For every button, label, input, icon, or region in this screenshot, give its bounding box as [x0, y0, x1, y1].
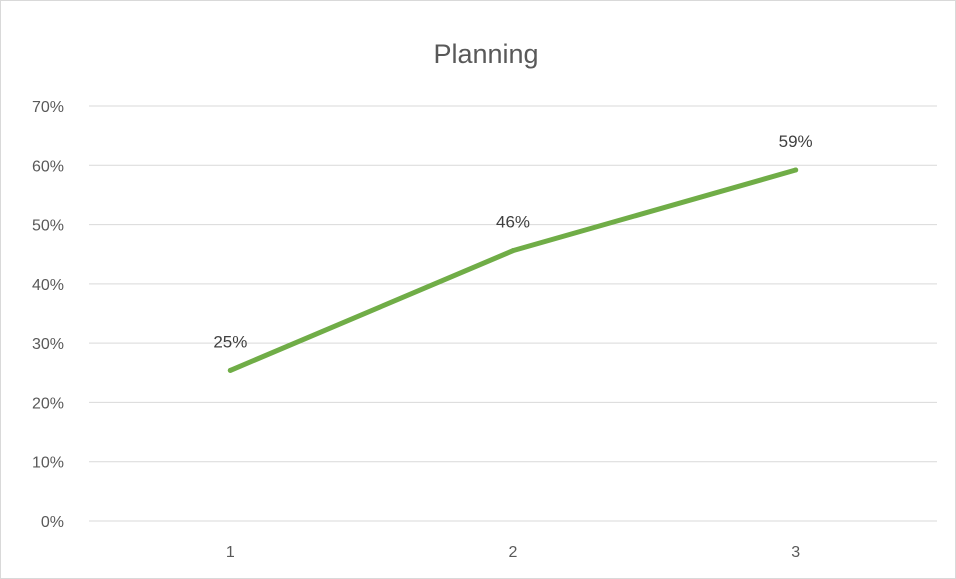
data-point [227, 367, 233, 373]
y-tick-label: 10% [32, 455, 64, 472]
chart-title: Planning [433, 39, 538, 69]
gridlines [89, 105, 937, 522]
data-point [510, 248, 516, 254]
series-line [227, 167, 799, 373]
y-tick-label: 60% [32, 158, 64, 175]
y-tick-label: 0% [41, 514, 64, 531]
y-tick-label: 50% [32, 218, 64, 235]
data-labels: 25% 46% 59% [213, 132, 812, 351]
y-tick-label: 30% [32, 336, 64, 353]
data-label: 59% [779, 132, 813, 151]
y-axis-tick-labels: 0% 10% 20% 30% 40% 50% 60% 70% [32, 99, 64, 531]
series-group [227, 167, 799, 373]
data-point [793, 167, 799, 173]
y-tick-label: 70% [32, 99, 64, 116]
x-tick-label: 1 [226, 544, 235, 561]
data-label: 46% [496, 213, 530, 232]
x-tick-label: 2 [509, 544, 518, 561]
y-tick-label: 40% [32, 277, 64, 294]
x-tick-label: 3 [791, 544, 800, 561]
y-tick-label: 20% [32, 395, 64, 412]
data-label: 25% [213, 332, 247, 351]
x-axis-tick-labels: 1 2 3 [226, 544, 800, 561]
